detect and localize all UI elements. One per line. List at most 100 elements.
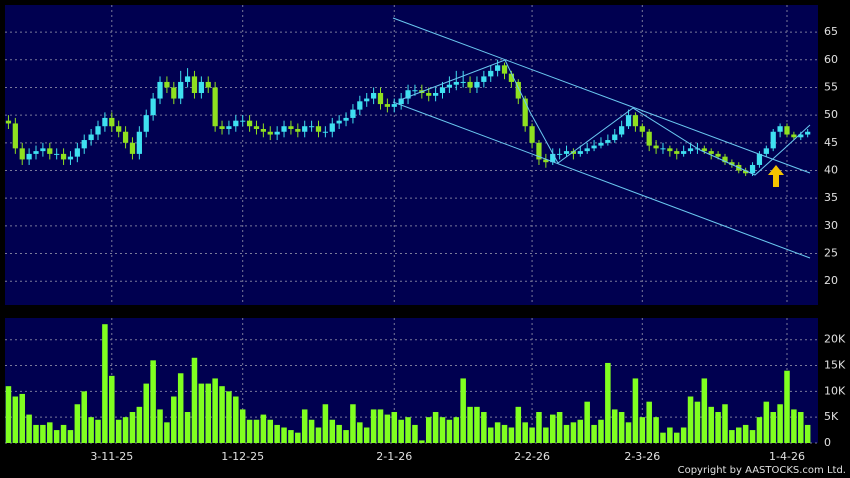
volume-bar [763, 401, 770, 443]
volume-bar [357, 422, 363, 443]
candle-body [67, 156, 74, 160]
candle-body [95, 126, 101, 135]
candle-body [749, 164, 756, 174]
price-panel [5, 5, 818, 305]
zigzag [399, 59, 811, 176]
candle-body [763, 148, 769, 154]
volume-bar [729, 430, 735, 443]
volume-bar [274, 424, 280, 443]
volume-bar [611, 409, 618, 443]
candle-body [536, 142, 542, 160]
volume-bar [749, 430, 756, 443]
volume-bar [674, 432, 680, 443]
candle-body [784, 126, 790, 135]
volume-bar [329, 419, 336, 443]
x-tick-label: 2-2-26 [514, 450, 550, 463]
candle-body [743, 170, 749, 174]
volume-bar [777, 404, 783, 443]
volume-bar [115, 419, 122, 443]
volume-bar [460, 378, 466, 443]
candle-body [405, 90, 411, 99]
volume-bar [191, 357, 198, 443]
volume-bar [756, 417, 763, 443]
volume-bar [47, 422, 53, 443]
candle-body [164, 81, 170, 88]
candle-body [412, 90, 418, 92]
volume-bar [129, 412, 136, 443]
volume-bar [439, 417, 446, 443]
candle-body [660, 148, 666, 150]
candle-body [619, 126, 625, 135]
candle-body [529, 126, 535, 143]
candle-body [47, 148, 53, 154]
candle-body [12, 123, 18, 149]
candle-body [501, 65, 508, 74]
candle-body [598, 142, 604, 146]
volume-bar [164, 422, 170, 443]
vol-tick-label: 10K [824, 384, 846, 397]
volume-bar [804, 424, 811, 443]
candle-body [315, 126, 322, 132]
candle-body [329, 123, 335, 132]
volume-bar [494, 422, 501, 443]
candle-body [777, 126, 783, 132]
candle-body [563, 151, 570, 154]
candle-body [674, 151, 680, 154]
volume-bar [591, 424, 597, 443]
candle-body [143, 115, 149, 132]
trend-lines [392, 17, 811, 259]
copyright: Copyright by AASTOCKS.com Ltd. [678, 465, 846, 476]
candle-body [336, 120, 342, 124]
volume-bar [742, 424, 749, 443]
volume-bar [60, 424, 67, 443]
volume-bar [53, 430, 60, 443]
volume-bar [26, 414, 32, 443]
volume-bar [618, 412, 625, 443]
volume-bar [157, 409, 163, 443]
volume-bar [253, 419, 260, 443]
volume-bar [95, 419, 101, 443]
candle-body [770, 131, 776, 149]
volume-bar [205, 383, 212, 443]
volume-bar [171, 396, 177, 443]
candle-body [233, 120, 239, 127]
candle-body [295, 128, 301, 132]
volume-bar [412, 424, 418, 443]
candle-body [384, 104, 391, 107]
candle-body [26, 153, 32, 160]
y-tick-label: 65 [824, 25, 838, 38]
x-tick-label: 1-12-25 [221, 450, 264, 463]
volume-bar [605, 362, 611, 443]
candle-body [653, 145, 659, 149]
volume-bar [770, 412, 776, 443]
volume-bar [177, 373, 184, 443]
volume-bar [74, 404, 81, 443]
volume-bar [308, 419, 315, 443]
x-tick-label: 2-1-26 [376, 450, 412, 463]
volume-bar [295, 432, 301, 443]
marks [5, 59, 811, 443]
volume-bar [239, 409, 246, 443]
candle-body [246, 120, 253, 127]
candle-body [701, 148, 707, 152]
volume-bar [791, 409, 797, 443]
candle-body [184, 76, 191, 82]
vol-tick-label: 5K [824, 410, 839, 423]
volume-bar [12, 396, 19, 443]
y-tick-label: 60 [824, 53, 838, 66]
volume-bar [687, 396, 694, 443]
candle-body [791, 134, 797, 138]
candle-body [40, 148, 46, 152]
candle-body [708, 151, 714, 154]
volume-bar [694, 401, 701, 443]
y-tick-label: 45 [824, 136, 838, 149]
candle-body [219, 126, 225, 129]
volume-bar [343, 430, 349, 443]
volume-bar [336, 424, 342, 443]
volume-bar [722, 404, 728, 443]
candle-body [639, 126, 645, 132]
volume-bar [419, 440, 425, 443]
volume-bar [40, 424, 46, 443]
candle-body [116, 126, 122, 132]
